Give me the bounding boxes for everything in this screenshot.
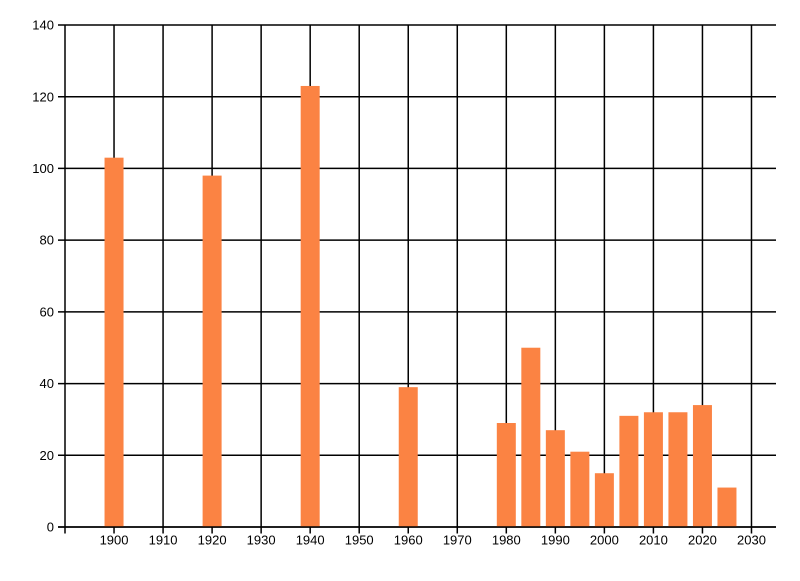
x-tick-label: 1960	[394, 533, 423, 548]
x-tick-label: 1930	[247, 533, 276, 548]
bar	[521, 347, 541, 527]
bar	[104, 157, 124, 527]
x-tick-label: 2030	[737, 533, 766, 548]
y-tick-label: 0	[47, 520, 54, 535]
x-tick-label: 1920	[198, 533, 227, 548]
x-tick-label: 1950	[345, 533, 374, 548]
y-tick-label: 80	[40, 233, 54, 248]
x-tick-label: 2010	[639, 533, 668, 548]
x-tick-label: 2000	[590, 533, 619, 548]
bar	[545, 430, 565, 527]
bar	[202, 175, 222, 527]
bar	[496, 423, 516, 527]
y-tick-label: 20	[40, 448, 54, 463]
bar	[398, 387, 418, 527]
y-tick-label: 100	[32, 161, 54, 176]
bar	[619, 415, 639, 527]
y-tick-label: 40	[40, 376, 54, 391]
y-tick-label: 120	[32, 89, 54, 104]
bar	[717, 487, 737, 527]
x-tick-label: 1980	[492, 533, 521, 548]
bar	[300, 85, 320, 527]
bar	[668, 412, 688, 527]
x-tick-label: 1990	[541, 533, 570, 548]
x-tick-label: 1910	[149, 533, 178, 548]
x-tick-label: 2020	[688, 533, 717, 548]
y-tick-label: 140	[32, 18, 54, 33]
bar	[594, 473, 614, 527]
x-tick-label: 1900	[100, 533, 129, 548]
bar	[570, 451, 590, 527]
bar	[692, 405, 712, 527]
x-tick-label: 1940	[296, 533, 325, 548]
x-tick-label: 1970	[443, 533, 472, 548]
bar	[643, 412, 663, 527]
y-tick-label: 60	[40, 304, 54, 319]
